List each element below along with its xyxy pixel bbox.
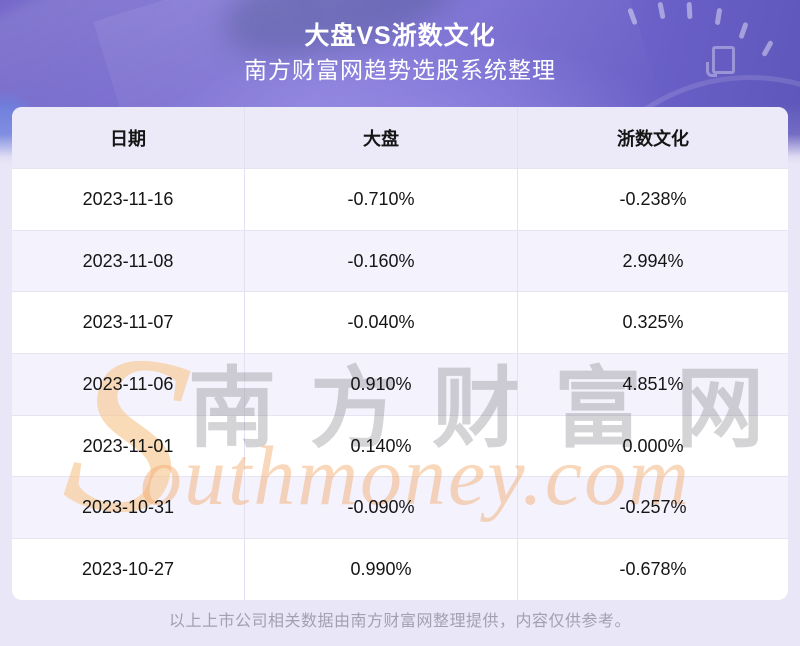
stock-value-cell: 2.994% xyxy=(517,230,788,292)
column-header-market: 大盘 xyxy=(244,107,517,168)
date-cell: 2023-10-27 xyxy=(81,558,175,579)
date-cell: 2023-11-08 xyxy=(82,250,174,271)
market-value-cell: 0.140% xyxy=(244,415,517,477)
table-header-row: 日期 大盘 浙数文化 xyxy=(12,107,788,168)
market-value-cell: -0.040% xyxy=(244,292,517,354)
stock-value-cell: -0.257% xyxy=(517,477,788,539)
stock-value-cell: -0.238% xyxy=(517,169,788,230)
date-cell: 2023-11-01 xyxy=(82,435,174,456)
fuel-pump-hose-icon xyxy=(706,62,717,77)
table-row: 2023-10-31 -0.090% -0.257% xyxy=(12,476,788,539)
date-cell: 2023-10-31 xyxy=(81,497,175,518)
stock-value-cell: 0.000% xyxy=(517,415,788,477)
column-header-date: 日期 xyxy=(110,128,146,149)
hero-titles: 大盘VS浙数文化 南方财富网趋势选股系统整理 xyxy=(0,0,800,83)
market-value-cell: 0.990% xyxy=(244,539,517,600)
page-subtitle: 南方财富网趋势选股系统整理 xyxy=(244,57,556,83)
table-row: 2023-11-06 0.910% 4.851% xyxy=(12,353,788,415)
data-table: 日期 大盘 浙数文化 2023-11-16 -0.710% -0.238% 20… xyxy=(12,107,788,600)
stock-value-cell: 4.851% xyxy=(517,354,788,415)
fuel-pump-icon xyxy=(712,46,735,74)
market-value-cell: -0.160% xyxy=(244,230,517,292)
stock-value-cell: 0.325% xyxy=(517,292,788,354)
table-row: 2023-11-08 -0.160% 2.994% xyxy=(12,229,788,292)
date-cell: 2023-11-06 xyxy=(82,373,174,394)
table-row: 2023-10-27 0.990% -0.678% xyxy=(12,538,788,600)
table-row: 2023-11-07 -0.040% 0.325% xyxy=(12,291,788,354)
date-cell: 2023-11-07 xyxy=(82,312,174,333)
table-row: 2023-11-01 0.140% 0.000% xyxy=(12,414,788,477)
market-value-cell: 0.910% xyxy=(244,354,517,415)
market-value-cell: -0.710% xyxy=(244,169,517,230)
table-row: 2023-11-16 -0.710% -0.238% xyxy=(12,168,788,230)
page-title: 大盘VS浙数文化 xyxy=(304,22,496,50)
market-value-cell: -0.090% xyxy=(244,477,517,539)
stock-value-cell: -0.678% xyxy=(517,539,788,600)
footer-disclaimer: 以上上市公司相关数据由南方财富网整理提供，内容仅供参考。 xyxy=(168,613,631,630)
column-header-stock: 浙数文化 xyxy=(517,107,788,168)
date-cell: 2023-11-16 xyxy=(82,188,174,209)
